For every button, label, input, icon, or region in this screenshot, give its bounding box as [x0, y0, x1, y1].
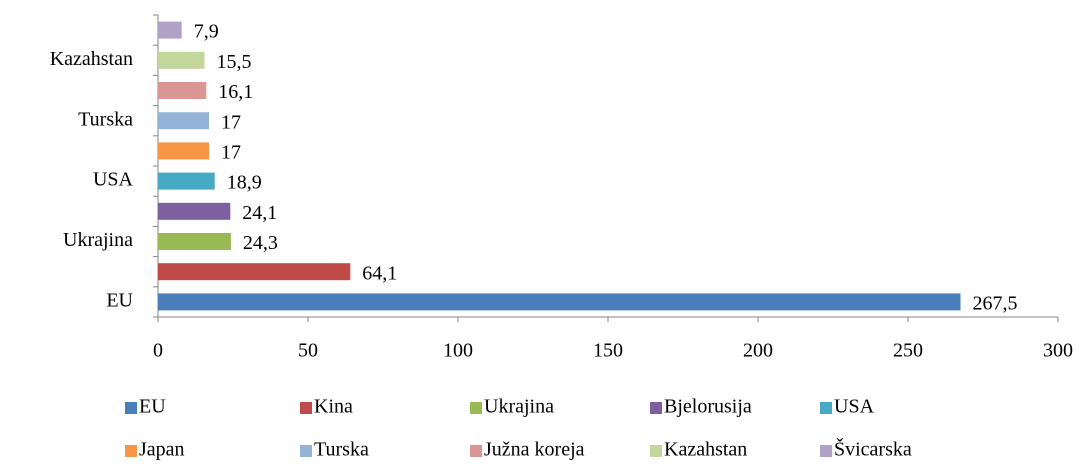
bar: [158, 51, 205, 69]
data-label: 16,1: [218, 81, 253, 103]
bar: [158, 172, 215, 190]
x-tick-label: 150: [593, 340, 623, 362]
data-label: 24,3: [243, 232, 278, 254]
legend-swatch: [650, 445, 662, 457]
legend-swatch: [820, 402, 832, 414]
data-label: 17: [221, 141, 241, 163]
y-tick-label: Turska: [78, 108, 133, 130]
x-tick-label: 300: [1043, 340, 1073, 362]
data-label: 24,1: [242, 202, 277, 224]
x-tick-label: 250: [893, 340, 923, 362]
y-tick-label: EU: [106, 289, 133, 311]
legend-label: Ukrajina: [484, 396, 554, 418]
legend-label: Kina: [314, 396, 353, 418]
bar: [158, 112, 209, 130]
x-tick-label: 200: [743, 340, 773, 362]
legend-swatch: [820, 445, 832, 457]
data-label: 7,9: [194, 21, 219, 43]
x-tick-label: 100: [443, 340, 473, 362]
legend-swatch: [125, 445, 137, 457]
legend-label: Švicarska: [834, 437, 912, 461]
legend-swatch: [470, 402, 482, 414]
data-label: 267,5: [973, 292, 1018, 314]
legend-swatch: [650, 402, 662, 414]
legend-label: Turska: [314, 439, 369, 461]
legend-swatch: [125, 402, 137, 414]
legend-label: Južna koreja: [484, 439, 585, 461]
bar: [158, 82, 207, 99]
data-label: 15,5: [217, 51, 252, 73]
legend-swatch: [300, 445, 312, 457]
bar: [158, 142, 209, 160]
x-tick-label: 0: [153, 340, 163, 362]
y-tick-label: Kazahstan: [50, 48, 133, 70]
legend-label: USA: [834, 396, 875, 418]
data-label: 64,1: [362, 262, 397, 284]
legend-swatch: [300, 402, 312, 414]
legend-label: Japan: [139, 439, 185, 461]
x-tick-label: 50: [298, 340, 318, 362]
data-label: 17: [221, 111, 241, 133]
legend-swatch: [470, 445, 482, 457]
y-tick-label: Ukrajina: [63, 229, 133, 251]
bar: [158, 202, 231, 220]
bar: [158, 293, 961, 311]
data-label: 18,9: [227, 172, 262, 194]
legend-label: EU: [139, 396, 166, 418]
bar: [158, 21, 182, 39]
legend-label: Bjelorusija: [664, 396, 752, 418]
legend-label: Kazahstan: [664, 439, 747, 461]
bar: [158, 263, 351, 281]
y-tick-label: USA: [93, 169, 134, 191]
bar: [158, 233, 231, 250]
